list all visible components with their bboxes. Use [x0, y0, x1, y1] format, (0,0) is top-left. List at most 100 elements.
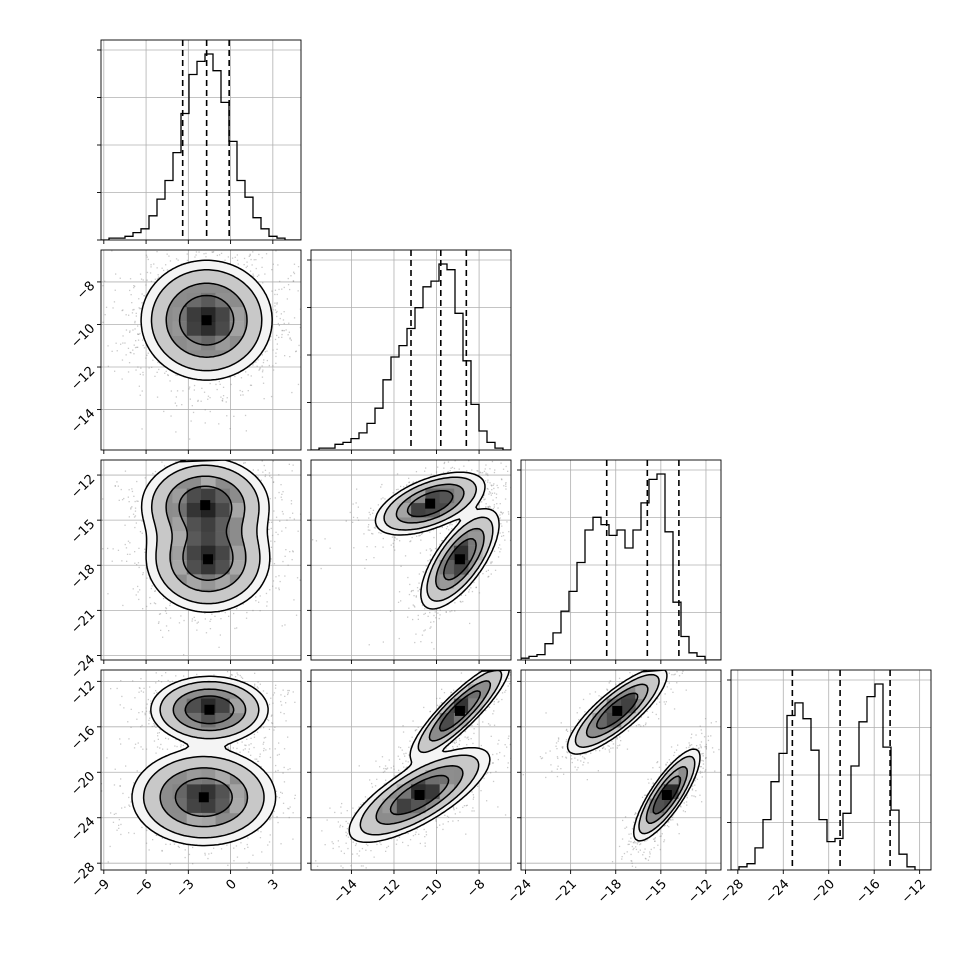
- density-cell: [201, 474, 216, 489]
- contour-line-3: [406, 489, 477, 581]
- density-cell: [215, 784, 230, 799]
- density-cell: [229, 560, 245, 575]
- x-tick-label: −24: [763, 877, 793, 907]
- histogram-1: [311, 250, 511, 450]
- density-cell: [215, 335, 230, 351]
- density-cell: [186, 321, 202, 336]
- density-cell: [439, 784, 455, 799]
- x-tick-label: −20: [808, 877, 838, 907]
- density-panel-1-0: [102, 250, 301, 440]
- contour-line-0: [374, 471, 500, 610]
- density-cell: [172, 531, 187, 546]
- histogram-step-0: [101, 53, 301, 240]
- plot-marks: [101, 40, 931, 870]
- density-cell: [201, 770, 216, 785]
- histogram-2: [521, 460, 721, 660]
- density-cell: [186, 517, 202, 532]
- contour-line-1: [383, 476, 494, 602]
- density-cell: [229, 307, 245, 322]
- density-peak: [414, 790, 425, 800]
- density-peak: [454, 554, 465, 565]
- x-tick-label: −16: [853, 877, 883, 907]
- density-cell: [215, 560, 230, 575]
- density-cell: [186, 545, 202, 561]
- histogram-0: [101, 40, 301, 240]
- panel-frame-2-0: [100, 459, 302, 661]
- histogram-3: [731, 670, 931, 870]
- histogram-step-3: [731, 683, 931, 870]
- density-peak: [198, 792, 209, 803]
- density-cell: [201, 517, 216, 532]
- x-tick-label: −14: [331, 877, 361, 907]
- density-cell: [229, 798, 245, 814]
- density-cell: [186, 560, 202, 575]
- density-cell: [186, 698, 202, 714]
- density-peak: [201, 315, 212, 326]
- density-cell: [201, 335, 216, 351]
- panel-frame-3-3: [730, 669, 932, 871]
- contour-line-1: [142, 680, 265, 839]
- x-tick-label: −8: [464, 877, 488, 901]
- y-tick-label: −15: [68, 517, 98, 547]
- contour-line-3: [389, 690, 481, 816]
- contour-line-2: [395, 483, 485, 591]
- panel-frame-0-0: [100, 39, 302, 241]
- density-cell: [215, 698, 230, 714]
- x-tick-label: −12: [685, 877, 715, 907]
- density-cell: [215, 502, 230, 518]
- density-cell: [215, 307, 230, 322]
- density-cell: [186, 531, 202, 546]
- density-peak: [612, 705, 623, 716]
- histogram-step-1: [311, 263, 511, 450]
- contour-line-0: [140, 259, 273, 381]
- contour-line-0: [566, 670, 701, 842]
- density-peak: [200, 500, 211, 511]
- x-tick-label: −18: [595, 877, 625, 907]
- density-cell: [606, 712, 622, 728]
- density-cell: [468, 531, 483, 546]
- density-cell: [215, 321, 230, 336]
- density-panel-3-0: [101, 671, 301, 869]
- scatter-points: [312, 460, 511, 650]
- density-cell: [186, 335, 202, 351]
- density-cell: [663, 770, 679, 785]
- density-cell: [186, 502, 202, 518]
- density-panel-2-0: [101, 460, 301, 656]
- panel-frame-3-2: [520, 669, 722, 871]
- density-cell: [621, 698, 636, 714]
- density-cell: [215, 545, 230, 561]
- contour-line-2: [375, 680, 492, 825]
- contour-line-2: [165, 282, 248, 358]
- axes-frames: [100, 39, 932, 871]
- density-cell: [201, 488, 216, 504]
- density-cell: [186, 292, 202, 308]
- histogram-step-2: [521, 473, 721, 660]
- y-tick-label: −16: [68, 723, 98, 753]
- contour-line-3: [174, 695, 235, 818]
- density-peak: [204, 704, 215, 715]
- density-peak: [425, 498, 436, 509]
- x-tick-label: 0: [223, 877, 239, 893]
- x-tick-label: −15: [640, 877, 670, 907]
- x-tick-label: −21: [550, 877, 580, 907]
- density-cell: [592, 712, 607, 728]
- x-tick-label: −6: [131, 877, 155, 901]
- y-tick-label: −24: [68, 652, 98, 682]
- density-peak: [203, 554, 214, 565]
- density-cell: [396, 798, 412, 814]
- density-cell: [186, 798, 202, 814]
- contour-line-1: [574, 673, 696, 835]
- panel-frame-3-1: [310, 669, 512, 871]
- y-tick-label: −20: [68, 769, 98, 799]
- contour-line-2: [165, 475, 247, 593]
- density-panel-3-1: [315, 670, 511, 869]
- density-panel-2-1: [312, 460, 511, 650]
- density-cell: [439, 712, 455, 728]
- density-cell: [215, 712, 230, 728]
- density-cell: [439, 574, 455, 589]
- density-cell: [439, 560, 455, 575]
- x-tick-label: −9: [89, 877, 113, 901]
- contour-line-2: [585, 683, 689, 824]
- contour-line-0: [131, 675, 277, 847]
